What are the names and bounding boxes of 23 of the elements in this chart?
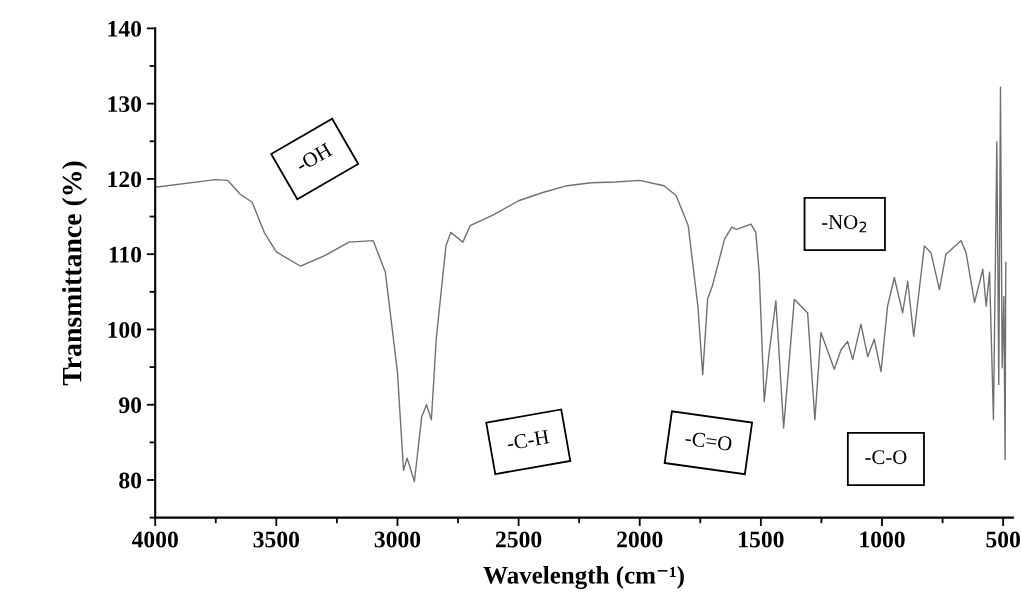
y-tick-label: 100 bbox=[108, 321, 142, 338]
annotation: -NO$_{2}$ bbox=[821, 215, 867, 233]
x-tick-label: 1500 bbox=[739, 531, 784, 548]
annotation: -C=O bbox=[684, 430, 733, 452]
x-tick-label: 3000 bbox=[374, 531, 421, 548]
annotation: -OH bbox=[294, 142, 333, 173]
x-tick-label: 2500 bbox=[495, 531, 542, 548]
y-tick-label: 80 bbox=[119, 472, 142, 489]
x-tick-label: 3500 bbox=[253, 531, 300, 548]
y-axis-title: Transmittance (%) bbox=[61, 161, 88, 386]
x-tick-label: 500 bbox=[986, 531, 1020, 548]
annotation: -C-H bbox=[506, 429, 550, 451]
y-tick-label: 110 bbox=[109, 246, 142, 263]
x-tick-label: 4000 bbox=[131, 531, 178, 548]
x-axis-title: Wavelength (cm⁻¹) bbox=[483, 566, 684, 589]
y-tick-label: 130 bbox=[108, 96, 142, 113]
y-tick-label: 90 bbox=[119, 397, 142, 414]
y-tick-label: 140 bbox=[108, 20, 142, 37]
y-tick-label: 120 bbox=[108, 171, 142, 188]
line-series bbox=[155, 86, 1007, 483]
x-tick-label: 1000 bbox=[860, 531, 905, 548]
x-tick-label: 2000 bbox=[617, 531, 663, 548]
annotation: -C-O bbox=[865, 450, 907, 465]
